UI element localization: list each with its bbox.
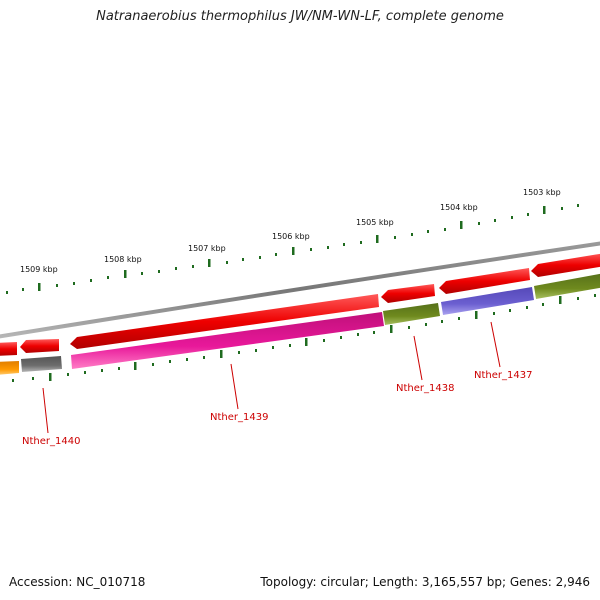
scale-label-1508: 1508 kbp: [104, 255, 142, 264]
topology-text: Topology: circular; Length: 3,165,557 bp…: [260, 575, 590, 589]
genome-backbone: [0, 241, 600, 339]
outer-scale-ticks: [6, 204, 579, 294]
gene-block-olive: [383, 303, 440, 325]
scale-label-1509: 1509 kbp: [20, 265, 58, 274]
gene-arrow: [20, 339, 59, 353]
gene-label-nther-1440: Nther_1440: [22, 436, 80, 447]
accession-text: Accession: NC_010718: [9, 575, 146, 589]
gene-label-nther-1438: Nther_1438: [396, 383, 454, 394]
inner-scale-ticks: [12, 294, 596, 382]
gene-block-orange: [0, 361, 19, 375]
scale-label-1505: 1505 kbp: [356, 218, 394, 227]
gene-label-nther-1439: Nther_1439: [210, 412, 268, 423]
gene-labels: Nther_1440 Nther_1439 Nther_1438 Nther_1…: [22, 370, 532, 447]
gene-arrow: [0, 342, 17, 356]
gene-arrow: [381, 284, 435, 303]
gene-block-olive: [534, 273, 600, 299]
label-leaders: [42, 321, 501, 434]
gene-arrow: [70, 294, 379, 349]
gene-block-gray: [21, 356, 62, 372]
scale-label-1506: 1506 kbp: [272, 232, 310, 241]
scale-label-1507: 1507 kbp: [188, 244, 226, 253]
gene-block-purple: [441, 287, 534, 315]
reverse-strand-features: [0, 273, 600, 375]
scale-label-1504: 1504 kbp: [440, 203, 478, 212]
gene-label-nther-1437: Nther_1437: [474, 370, 532, 381]
forward-strand-features: [0, 253, 600, 356]
scale-labels: 1509 kbp 1508 kbp 1507 kbp 1506 kbp 1505…: [20, 188, 561, 274]
scale-label-1503: 1503 kbp: [523, 188, 561, 197]
gene-arrow: [439, 268, 530, 294]
genome-title: Natranaerobius thermophilus JW/NM-WN-LF,…: [96, 9, 504, 24]
gene-block-magenta: [71, 312, 384, 369]
gene-arrow: [531, 253, 600, 277]
